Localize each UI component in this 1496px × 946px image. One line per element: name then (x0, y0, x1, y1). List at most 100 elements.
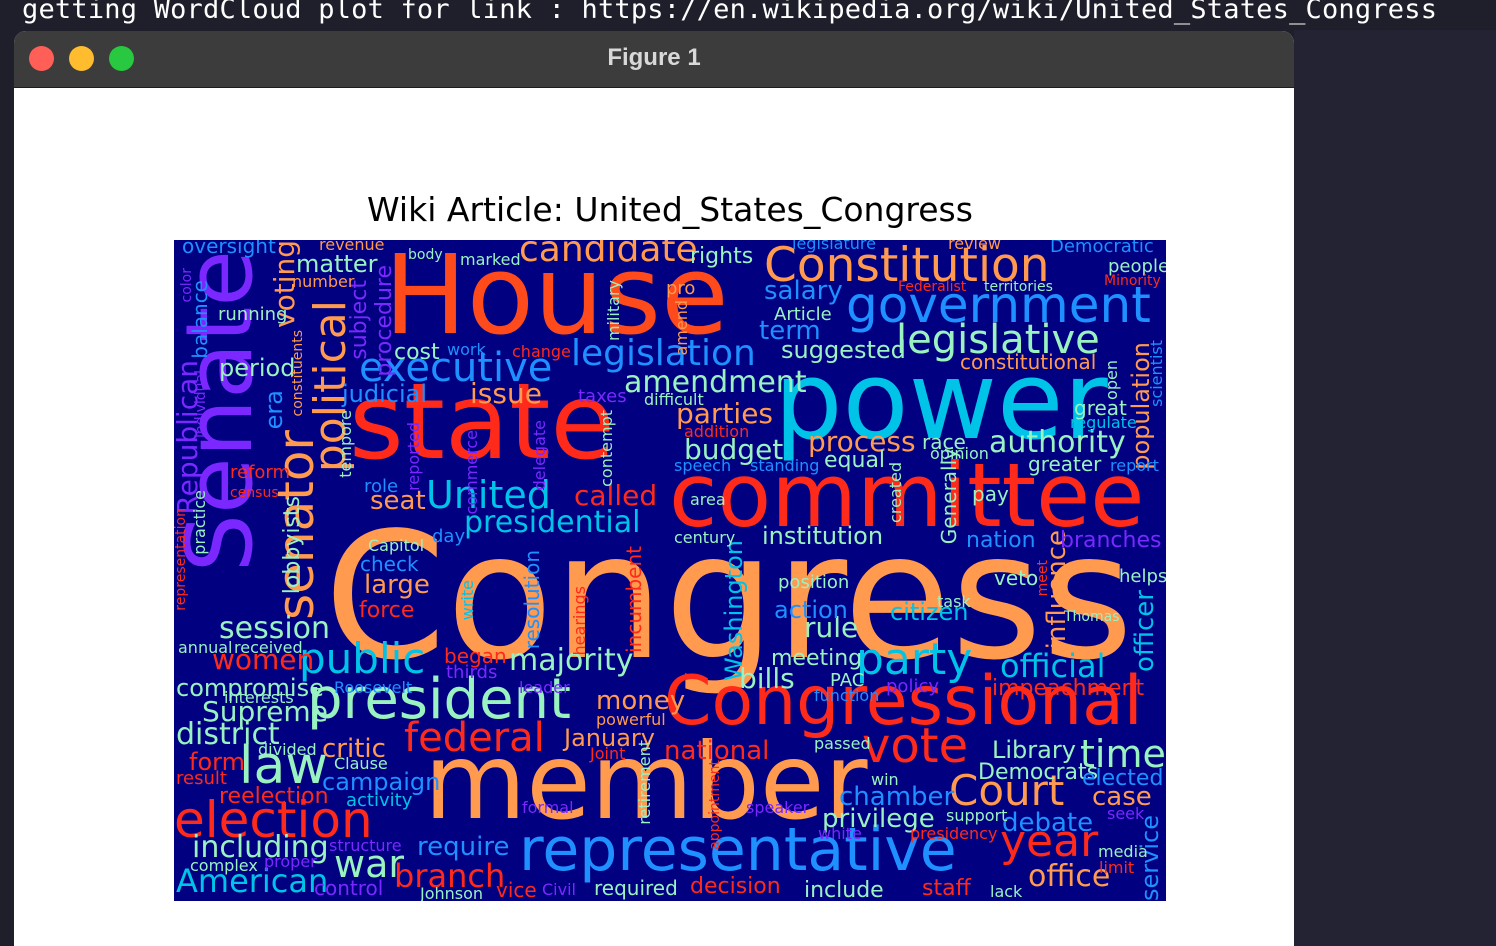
wordcloud-word: federal (404, 715, 545, 761)
wordcloud-word: reelection (219, 784, 329, 809)
wordcloud-word: district (176, 717, 280, 752)
wordcloud-word: Clause (334, 754, 388, 773)
wordcloud-word: Congressional (664, 662, 1143, 741)
wordcloud-word: seek (1107, 804, 1145, 823)
wordcloud-word: amend (672, 300, 691, 356)
wordcloud-word: standing (750, 456, 820, 475)
wordcloud-word: privilege (822, 804, 935, 834)
wordcloud-word: president (307, 667, 571, 732)
wordcloud-word: lack (990, 882, 1023, 901)
wordcloud-word: majority (509, 643, 634, 678)
wordcloud-word: leader (519, 678, 570, 697)
wordcloud-word: pay (972, 482, 1009, 506)
wordcloud-word: pro (666, 278, 696, 299)
wordcloud-word: Civil (542, 880, 576, 899)
wordcloud-word: cost (394, 340, 440, 365)
zoom-window-button[interactable] (109, 46, 134, 71)
wordcloud-word: policy (886, 676, 939, 697)
wordcloud-word: function (814, 686, 880, 705)
terminal-output-line: getting WordCloud plot for link : https:… (22, 0, 1438, 25)
wordcloud-word: United (426, 473, 551, 517)
wordcloud-word: chamber (839, 782, 955, 812)
wordcloud-word: legislature (792, 240, 876, 253)
wordcloud-word: thirds (446, 662, 498, 683)
wordcloud-word: received (234, 638, 303, 657)
wordcloud-word: reported (404, 422, 423, 491)
wordcloud-word: party (856, 634, 973, 685)
figure-window: Figure 1 Wiki Article: United_States_Con… (14, 31, 1294, 946)
wordcloud-word: white (818, 824, 862, 843)
wordcloud-word: Generally (937, 448, 961, 545)
wordcloud-word: session (219, 611, 331, 646)
window-title: Figure 1 (607, 44, 701, 71)
wordcloud-word: annual (178, 638, 233, 657)
wordcloud-word: elected (1082, 766, 1164, 791)
wordcloud-word: form (189, 748, 245, 776)
wordcloud-word: check (360, 552, 419, 576)
wordcloud-word: Federalist (898, 279, 967, 295)
wordcloud-word: required (594, 876, 678, 900)
wordcloud-word: body (408, 247, 443, 263)
wordcloud-word: budget (684, 433, 784, 466)
wordcloud-word: people (1108, 256, 1166, 277)
wordcloud-word: military (604, 280, 623, 342)
plot-title: Wiki Article: United_States_Congress (367, 190, 973, 229)
wordcloud-word: suggested (781, 336, 906, 364)
window-titlebar[interactable]: Figure 1 (14, 31, 1294, 88)
wordcloud-word: Capitol (368, 536, 425, 555)
wordcloud-word: case (1092, 782, 1152, 812)
wordcloud-word: Supreme (202, 695, 328, 728)
wordcloud-word: role (364, 476, 399, 497)
wordcloud-word: day (432, 526, 466, 547)
wordcloud-word: money (596, 686, 686, 716)
wordcloud-word: delegate (530, 420, 549, 491)
wordcloud-word: officer (1130, 590, 1160, 673)
minimize-window-button[interactable] (69, 46, 94, 71)
wordcloud-word: presidency (910, 824, 998, 843)
wordcloud-image: Congress member power House state committee Se… (174, 240, 1166, 901)
wordcloud-word: force (359, 598, 415, 623)
wordcloud-word: open (1102, 360, 1121, 400)
wordcloud-word: January (564, 724, 655, 752)
wordcloud-word: issue (470, 377, 542, 410)
wordcloud-word: American (176, 862, 329, 900)
wordcloud-word: census (230, 485, 279, 501)
wordcloud-word: representative (519, 815, 957, 885)
wordcloud-word: term (759, 316, 821, 346)
wordcloud-word: compromise (176, 674, 324, 702)
wordcloud-word: year (1000, 816, 1099, 867)
wordcloud-word: official (1000, 647, 1106, 685)
wordcloud-word: law (239, 736, 328, 796)
wordcloud-word: period (219, 354, 296, 382)
wordcloud-word: equal (824, 448, 886, 473)
wordcloud-word: bills (739, 662, 795, 695)
wordcloud-word: Library (992, 736, 1076, 764)
wordcloud-word: institution (762, 522, 884, 550)
wordcloud-word: constituents (290, 330, 306, 417)
wordcloud-word: Court (949, 766, 1065, 815)
wordcloud-word: Washington (720, 540, 748, 682)
wordcloud-word: branch (394, 857, 506, 895)
wordcloud-word: individual (193, 370, 209, 438)
wordcloud-word: speech (674, 456, 732, 475)
wordcloud-word: matter (296, 250, 378, 278)
wordcloud-word: report (1110, 456, 1159, 475)
wordcloud-word: began (444, 644, 507, 668)
wordcloud-word: speaker (746, 798, 810, 817)
wordcloud-word: salary (764, 276, 843, 306)
close-window-button[interactable] (29, 46, 54, 71)
wordcloud-word: write (458, 580, 477, 621)
wordcloud-word: activity (346, 790, 413, 811)
wordcloud-word: require (417, 832, 510, 862)
wordcloud-word: great (1074, 396, 1127, 420)
wordcloud-word: territories (984, 279, 1053, 295)
wordcloud-word: work (447, 340, 486, 359)
wordcloud-word: oversight (182, 240, 276, 258)
wordcloud-word: national (664, 736, 770, 766)
wordcloud-word: executive (359, 345, 553, 391)
wordcloud-word: debate (1002, 808, 1094, 838)
wordcloud-word: PAC (830, 670, 865, 691)
wordcloud-word: Democrats (978, 760, 1099, 785)
wordcloud-word: support (946, 806, 1008, 825)
wordcloud-word: impeachment (992, 676, 1145, 701)
